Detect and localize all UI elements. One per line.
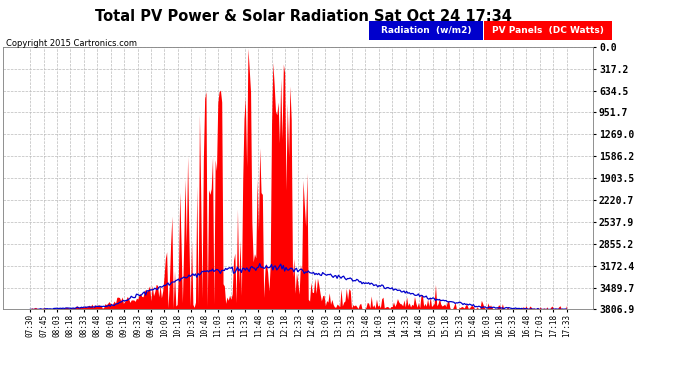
Text: Copyright 2015 Cartronics.com: Copyright 2015 Cartronics.com [6, 39, 137, 48]
Text: PV Panels  (DC Watts): PV Panels (DC Watts) [492, 26, 604, 35]
Text: Radiation  (w/m2): Radiation (w/m2) [381, 26, 471, 35]
Text: Total PV Power & Solar Radiation Sat Oct 24 17:34: Total PV Power & Solar Radiation Sat Oct… [95, 9, 512, 24]
